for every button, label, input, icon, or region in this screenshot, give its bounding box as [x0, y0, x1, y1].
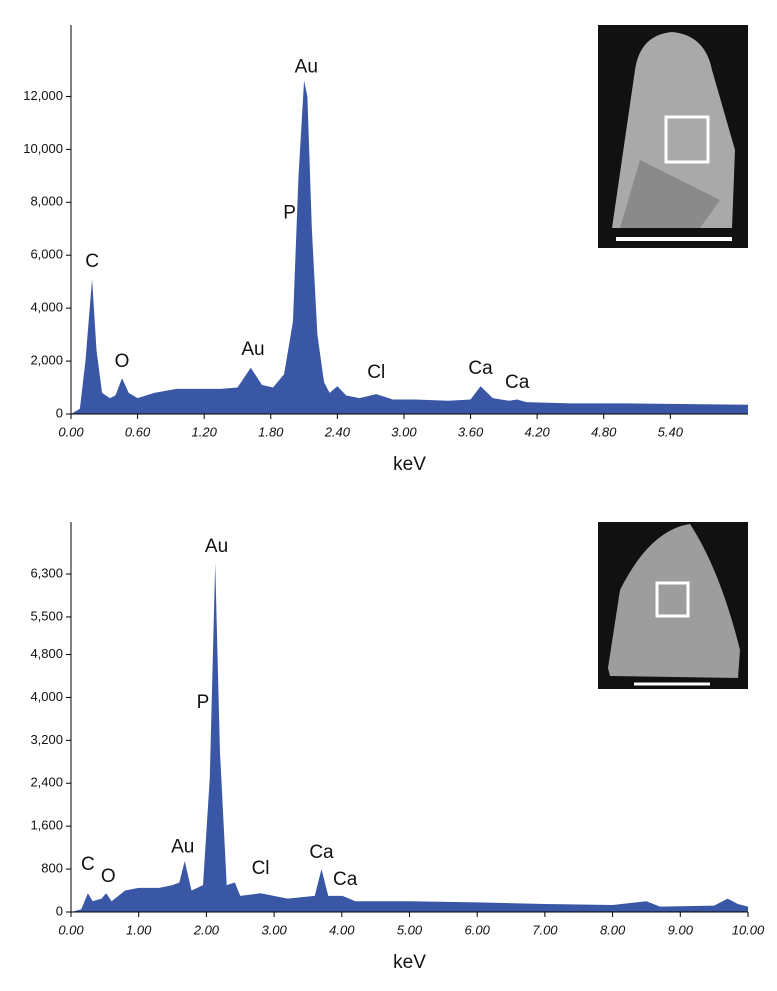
inset-image — [598, 25, 748, 248]
peak-label: P — [283, 202, 296, 223]
x-tick-label: 1.20 — [192, 424, 218, 439]
x-axis-label: keV — [393, 952, 426, 973]
x-tick-label: 0.00 — [58, 922, 84, 937]
y-tick-label: 4,800 — [30, 646, 63, 661]
y-tick-label: 4,000 — [30, 300, 63, 315]
x-tick-label: 10.00 — [732, 922, 765, 937]
x-tick-label: 7.00 — [532, 922, 558, 937]
y-tick-label: 12,000 — [23, 88, 63, 103]
x-tick-label: 3.60 — [458, 424, 484, 439]
x-tick-label: 5.40 — [658, 424, 684, 439]
x-tick-label: 6.00 — [465, 922, 491, 937]
y-tick-label: 2,000 — [30, 353, 63, 368]
y-tick-label: 1,600 — [30, 818, 63, 833]
y-tick-label: 4,000 — [30, 689, 63, 704]
peak-label: Au — [295, 56, 318, 77]
peak-label: Cl — [367, 362, 385, 383]
x-tick-label: 2.00 — [193, 922, 220, 937]
x-tick-label: 0.60 — [125, 424, 151, 439]
peak-label: O — [115, 351, 130, 372]
y-tick-label: 800 — [41, 861, 63, 876]
peak-label: Ca — [468, 358, 493, 379]
plot: 0 800 1,600 2,400 3,200 4,000 4,800 5,500 6,300 0… — [30, 522, 765, 973]
y-tick-label: 10,000 — [23, 141, 63, 156]
x-tick-label: 4.80 — [591, 424, 617, 439]
x-tick-label: 1.80 — [258, 424, 284, 439]
inset-image — [598, 522, 748, 689]
peak-label: Ca — [309, 842, 334, 863]
peak-label: Ca — [505, 372, 530, 393]
y-tick-label: 6,300 — [30, 565, 63, 580]
x-tick-label: 4.20 — [524, 424, 550, 439]
peak-label: P — [197, 692, 210, 713]
x-tick-label: 8.00 — [600, 922, 626, 937]
y-tick-label: 6,000 — [30, 247, 63, 262]
peak-label: O — [101, 866, 116, 887]
peak-label: Cl — [252, 858, 270, 879]
x-axis-label: keV — [393, 454, 426, 475]
x-tick-label: 0.00 — [58, 424, 84, 439]
peak-label: Au — [171, 837, 194, 858]
x-tick-label: 3.00 — [261, 922, 287, 937]
x-tick-label: 3.00 — [391, 424, 417, 439]
peak-label: C — [85, 251, 99, 272]
y-tick-label: 3,200 — [30, 732, 63, 747]
x-tick-label: 2.40 — [324, 424, 351, 439]
y-tick-label: 0 — [56, 903, 63, 918]
y-tick-label: 2,400 — [30, 775, 63, 790]
plot: 0 2,000 4,000 6,000 8,000 10,000 12,000 0.00 0.6… — [23, 25, 748, 475]
y-tick-label: 0 — [56, 405, 63, 420]
x-tick-label: 4.00 — [329, 922, 355, 937]
peak-label: Au — [241, 339, 264, 360]
peak-label: Ca — [333, 869, 358, 890]
x-tick-label: 5.00 — [397, 922, 423, 937]
x-tick-label: 9.00 — [668, 922, 694, 937]
y-tick-label: 8,000 — [30, 194, 63, 209]
x-tick-label: 1.00 — [126, 922, 152, 937]
peak-label: C — [81, 854, 95, 875]
peak-label: Au — [205, 536, 228, 557]
y-tick-label: 5,500 — [30, 608, 63, 623]
